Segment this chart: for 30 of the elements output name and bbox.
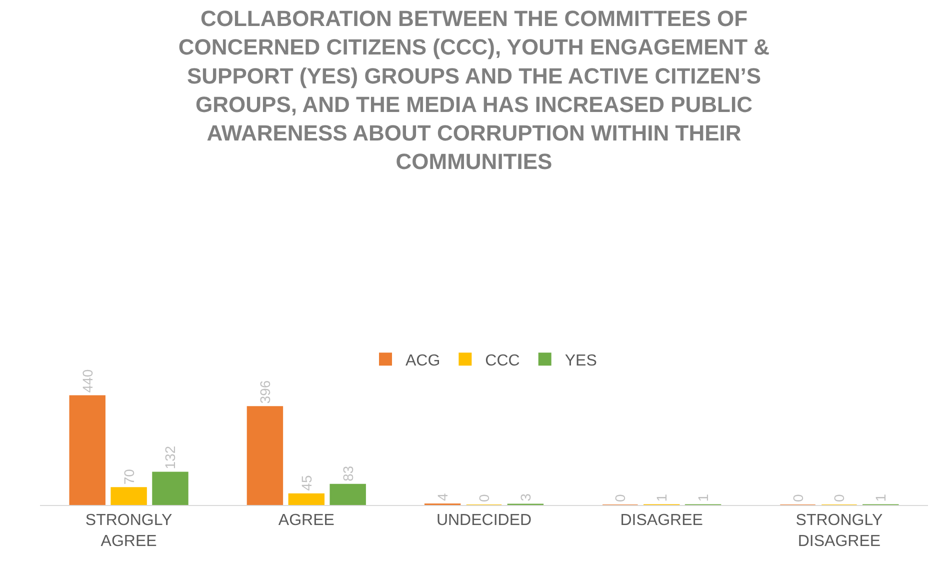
data-label: 1 xyxy=(872,494,889,502)
data-label: 1 xyxy=(695,494,712,502)
data-label: 83 xyxy=(340,466,356,482)
data-label: 70 xyxy=(120,468,137,485)
data-label: 0 xyxy=(612,494,628,502)
bar xyxy=(69,395,106,505)
data-label: 0 xyxy=(790,494,806,502)
bar xyxy=(288,493,325,505)
bar xyxy=(246,406,284,505)
x-tick-label: UNDECIDED xyxy=(436,512,532,530)
data-label: 1 xyxy=(654,494,670,502)
data-label: 396 xyxy=(256,380,273,404)
data-label: 4 xyxy=(434,493,451,502)
bar xyxy=(152,472,188,505)
data-label: 0 xyxy=(831,494,848,502)
bar xyxy=(110,487,147,505)
data-label: 0 xyxy=(476,494,492,502)
legend-label: ACG xyxy=(406,352,440,370)
x-tick-label: STRONGLY AGREE xyxy=(85,512,173,550)
chart-title: COLLABORATION BETWEEN THE COMMITTEES OF CONCERNED CITIZENS (CCC), YOUTH ENGAGEMENT & SUPPORT (YES) GROUPS AND THE ACTIVE CITIZEN’S GROUPS, AND THE MEDIA HAS INCREASED PUBLIC AWARENESS ABOUT CORRUPTION WITHIN THEIR COMMUNITIES xyxy=(178,6,770,174)
legend-label: CCC xyxy=(485,352,520,370)
bar xyxy=(330,484,366,505)
x-tick-label: STRONGLY DISAGREE xyxy=(796,512,883,550)
data-label: 132 xyxy=(162,446,178,470)
data-label: 440 xyxy=(79,369,96,393)
x-tick-label: DISAGREE xyxy=(620,512,703,530)
legend-label: YES xyxy=(564,352,597,370)
data-label: 3 xyxy=(517,493,534,502)
data-label: 45 xyxy=(298,475,314,491)
x-tick-label: AGREE xyxy=(278,512,334,530)
